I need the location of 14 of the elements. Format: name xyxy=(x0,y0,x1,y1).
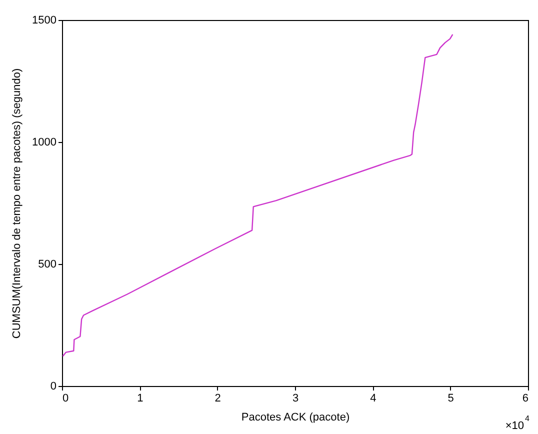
y-tick-label: 0 xyxy=(50,380,56,392)
y-axis-title: CUMSUM(Intervalo de tempo entre pacotes) (segundo) xyxy=(11,68,24,339)
y-tick-label: 500 xyxy=(38,258,56,270)
x-tick-label: 5 xyxy=(448,392,454,404)
x-tick-label: 4 xyxy=(370,392,376,404)
x-tick-label: 1 xyxy=(137,392,144,404)
x-tick-label: 6 xyxy=(522,392,528,404)
x-tick-label: 0 xyxy=(62,392,69,404)
y-tick-label: 1000 xyxy=(32,136,56,148)
y-tick-label: 1500 xyxy=(32,14,56,26)
x-tick-label: 2 xyxy=(214,392,221,404)
x-axis-title: Pacotes ACK (pacote) xyxy=(241,412,350,424)
line-series xyxy=(62,34,454,357)
x-tick-label: 3 xyxy=(292,392,299,404)
